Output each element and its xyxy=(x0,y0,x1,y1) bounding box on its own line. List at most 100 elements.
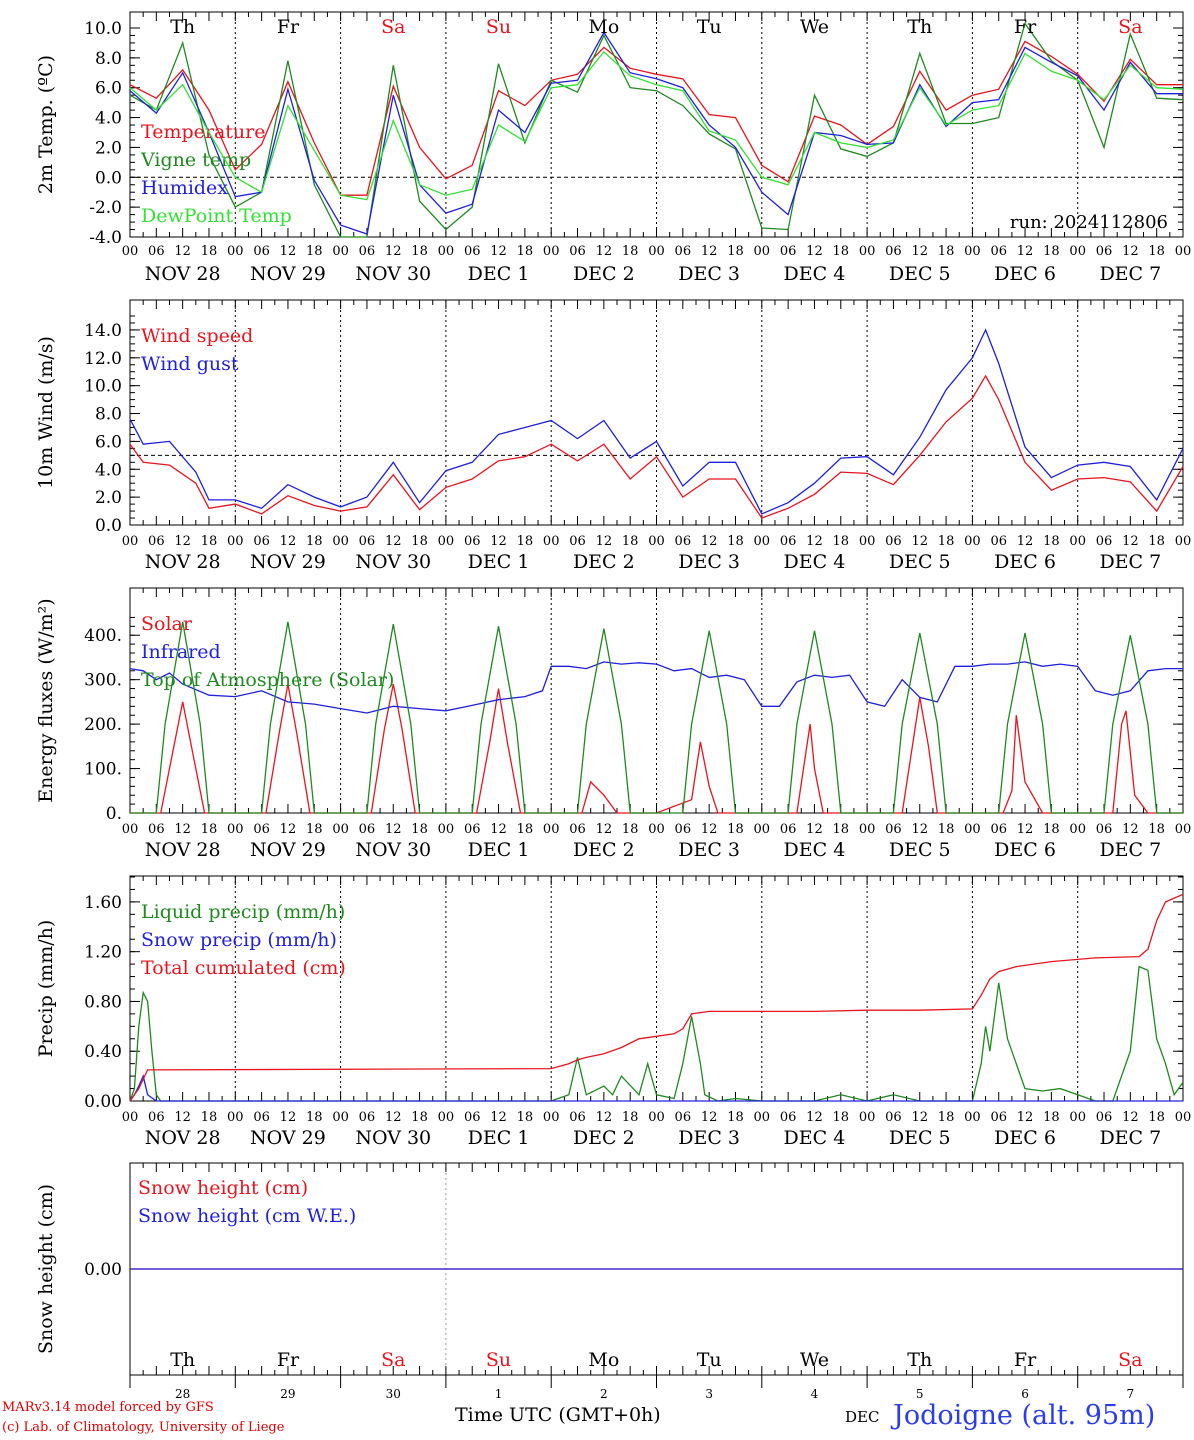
date-label: DEC 5 xyxy=(889,839,951,861)
day-of-week-label: Sa xyxy=(1118,16,1142,38)
hour-label: 12 xyxy=(911,822,928,837)
hour-label: 12 xyxy=(280,822,297,837)
y-tick-label: 8.0 xyxy=(95,49,122,69)
legend-entry: DewPoint Temp xyxy=(141,205,292,227)
date-label: DEC 1 xyxy=(468,839,530,861)
hour-label: 12 xyxy=(280,244,297,259)
hour-label: 00 xyxy=(648,244,665,259)
hour-label: 18 xyxy=(1148,1110,1165,1125)
day-of-week-label: Sa xyxy=(381,16,405,38)
date-label: NOV 30 xyxy=(355,551,431,573)
hour-label: 00 xyxy=(648,1110,665,1125)
date-label: NOV 28 xyxy=(145,839,221,861)
bottom-day-label: Sa xyxy=(1118,1349,1142,1371)
series-line-3-3 xyxy=(130,621,1183,814)
series-line-2-1 xyxy=(129,374,1184,519)
hour-label: 18 xyxy=(622,1110,639,1125)
hour-label: 18 xyxy=(517,822,534,837)
hour-label: 12 xyxy=(490,822,507,837)
hour-label: 00 xyxy=(122,244,139,259)
hour-label: 12 xyxy=(385,244,402,259)
hour-label: 12 xyxy=(1122,1110,1139,1125)
day-of-week-label: We xyxy=(800,16,829,38)
y-tick-label: 100. xyxy=(84,760,122,780)
hour-label: 06 xyxy=(253,534,270,549)
hour-label: 12 xyxy=(1017,534,1034,549)
hour-label: 00 xyxy=(859,1110,876,1125)
date-label: DEC 1 xyxy=(468,1127,530,1149)
y-axis-title: Snow height (cm) xyxy=(35,1184,57,1354)
hour-label: 06 xyxy=(464,244,481,259)
hour-label: 00 xyxy=(438,1110,455,1125)
hour-label: 12 xyxy=(911,534,928,549)
hour-label: 06 xyxy=(464,822,481,837)
hour-label: 06 xyxy=(675,534,692,549)
hour-label: 06 xyxy=(464,534,481,549)
hour-label: 00 xyxy=(964,822,981,837)
hour-label: 00 xyxy=(543,822,560,837)
hour-label: 06 xyxy=(885,244,902,259)
date-label: DEC 5 xyxy=(889,263,951,285)
bottom-day-label: We xyxy=(800,1349,829,1371)
hour-label: 18 xyxy=(1043,534,1060,549)
y-tick-label: 14.0 xyxy=(84,321,122,341)
hour-label: 12 xyxy=(174,822,191,837)
hour-label: 06 xyxy=(990,822,1007,837)
date-label: DEC 3 xyxy=(678,839,740,861)
hour-label: 12 xyxy=(911,1110,928,1125)
hour-label: 00 xyxy=(754,1110,771,1125)
hour-label: 18 xyxy=(411,1110,428,1125)
series-line-4-3 xyxy=(129,893,1184,1102)
day-of-week-label: Th xyxy=(170,16,195,38)
hour-label: 18 xyxy=(727,244,744,259)
hour-label: 00 xyxy=(859,534,876,549)
date-label: DEC 1 xyxy=(468,551,530,573)
hour-label: 18 xyxy=(517,534,534,549)
time-axis-label: Time UTC (GMT+0h) xyxy=(455,1404,661,1426)
hour-label: 00 xyxy=(648,534,665,549)
hour-label: 12 xyxy=(1017,822,1034,837)
hour-label: 18 xyxy=(833,1110,850,1125)
y-axis-title: 10m Wind (m/s) xyxy=(35,336,57,489)
hour-label: 12 xyxy=(174,1110,191,1125)
hour-label: 18 xyxy=(411,822,428,837)
hour-label: 18 xyxy=(622,822,639,837)
y-tick-label: 0. xyxy=(106,804,122,824)
bottom-day-label: Th xyxy=(170,1349,195,1371)
hour-label: 00 xyxy=(964,1110,981,1125)
date-label: DEC 2 xyxy=(573,1127,635,1149)
legend-entry: Solar xyxy=(141,613,193,635)
day-of-week-label: Su xyxy=(486,16,511,38)
hour-label: 06 xyxy=(990,534,1007,549)
run-label: run: 2024112806 xyxy=(1010,212,1168,233)
y-tick-label: 0.00 xyxy=(84,1092,122,1112)
hour-label: 18 xyxy=(306,534,323,549)
series-line-1-1 xyxy=(129,40,1183,196)
hour-label: 18 xyxy=(1148,822,1165,837)
meteogram: -4.0-2.00.02.04.06.08.010.02m Temp. (ºC)… xyxy=(35,11,1191,1400)
hour-label: 12 xyxy=(806,1110,823,1125)
date-label: NOV 29 xyxy=(250,551,326,573)
hour-label: 18 xyxy=(201,1110,218,1125)
date-label: NOV 29 xyxy=(250,839,326,861)
y-tick-label: 6.0 xyxy=(95,432,122,452)
legend-entry: Humidex xyxy=(141,177,228,199)
hour-label: 12 xyxy=(1122,822,1139,837)
date-label: DEC 7 xyxy=(1099,839,1161,861)
date-label: NOV 30 xyxy=(355,1127,431,1149)
y-tick-label: 1.60 xyxy=(84,893,122,913)
hour-label: 00 xyxy=(964,534,981,549)
y-tick-label: 0.0 xyxy=(95,516,122,536)
hour-label: 00 xyxy=(754,534,771,549)
y-tick-label: -4.0 xyxy=(89,228,122,248)
hour-label: 12 xyxy=(1017,244,1034,259)
hour-label: 06 xyxy=(675,1110,692,1125)
hour-label: 18 xyxy=(727,534,744,549)
hour-label: 00 xyxy=(1069,534,1086,549)
date-label: NOV 28 xyxy=(145,1127,221,1149)
hour-label: 06 xyxy=(359,1110,376,1125)
hour-label: 18 xyxy=(201,822,218,837)
series-line-1-3 xyxy=(129,31,1183,235)
hour-label: 06 xyxy=(1096,244,1113,259)
y-tick-label: 1.20 xyxy=(84,943,122,963)
